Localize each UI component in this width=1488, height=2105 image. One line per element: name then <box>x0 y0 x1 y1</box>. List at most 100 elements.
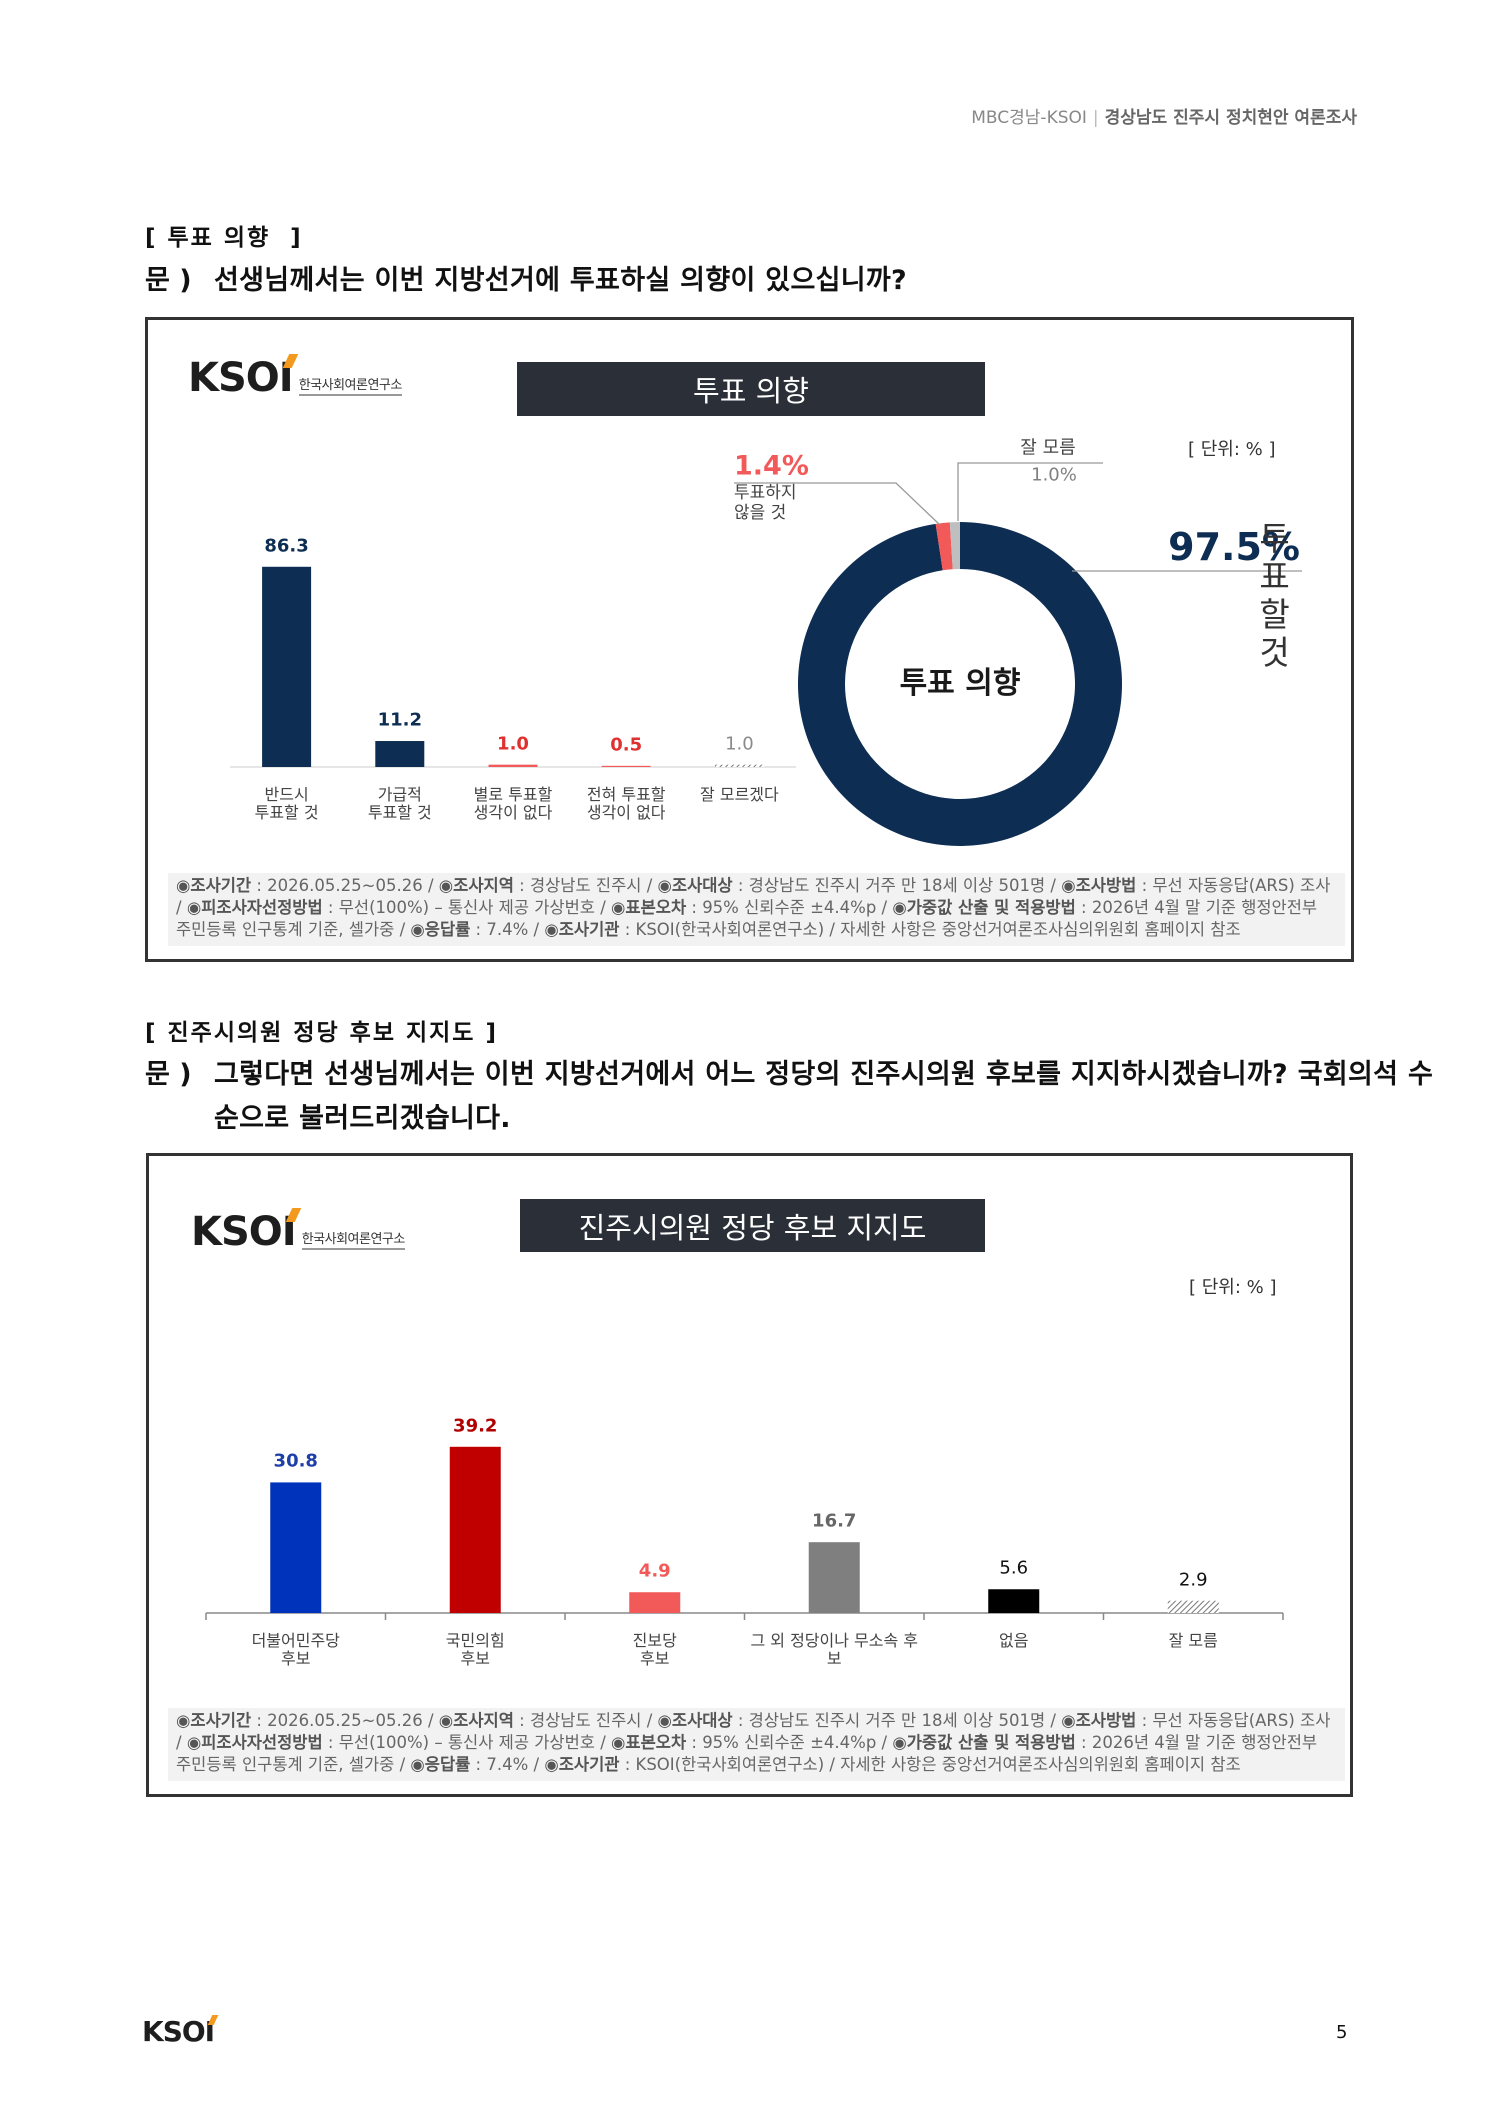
footnote-text: : 7.4% / <box>470 1755 545 1774</box>
category-label: 잘 모름 <box>1020 437 1076 459</box>
value-label: 30.8 <box>273 1451 318 1473</box>
logo: KSOI 한국사회여론연구소 <box>188 358 402 398</box>
value-label: 2.9 <box>1178 1569 1208 1591</box>
header-divider: | <box>1092 108 1099 128</box>
category-label: 별로 투표할 생각이 없다 <box>473 785 553 823</box>
bar <box>488 764 538 767</box>
leader-line <box>734 482 941 526</box>
bar <box>375 741 425 767</box>
value-label: 39.2 <box>453 1415 498 1437</box>
leader-line <box>957 462 1103 521</box>
value-label: 1.0% <box>1031 464 1077 486</box>
footnote-text: : 2026년 4월 말 기준 행정안전부 주민등록 인구통계 기준, 셀가중 … <box>176 1733 1323 1774</box>
logo-mark: KSOI <box>191 1209 297 1255</box>
footnote-label: ◉표본오차 <box>611 898 687 917</box>
chart-canvas <box>205 1446 1284 1620</box>
page-header: MBC경남-KSOI | 경상남도 진주시 정치현안 여론조사 <box>971 103 1357 128</box>
footnote-label: ◉조사기간 <box>176 1711 252 1730</box>
category-label: 그 외 정당이나 무소속 후 보 <box>750 1631 919 1669</box>
value-label: 1.4% <box>734 450 809 482</box>
footnote-text: : 2026년 4월 말 기준 행정안전부 주민등록 인구통계 기준, 셀가중 … <box>176 898 1323 939</box>
footnote-text: : 무선(100%) – 통신사 제공 가상번호 / <box>322 1733 612 1752</box>
category-label: 잘 모름 <box>1168 1631 1218 1650</box>
footnote-text: : 무선 자동응답(ARS) 조사 / <box>176 1711 1336 1752</box>
value-label: 86.3 <box>264 535 309 557</box>
footnote-label: ◉조사지역 <box>438 1711 514 1730</box>
chart-title: 투표 의향 <box>517 362 985 416</box>
donut-center-label: 투표 의향 <box>899 665 1021 701</box>
question-text: 순으로 불러드리겠습니다. <box>214 1103 511 1134</box>
value-label: 1.0 <box>725 733 754 755</box>
question-label: 문 ) <box>145 1059 192 1090</box>
logo-mark: KSOI <box>188 355 294 401</box>
bar <box>601 765 651 767</box>
category-label: 전혀 투표할 생각이 없다 <box>586 785 666 823</box>
footnote-label: ◉조사지역 <box>438 876 514 895</box>
chart-panel: KSOI 한국사회여론연구소 투표 의향 [ 단위: % ] ◉조사기간 : 20… <box>145 317 1354 962</box>
header-source: MBC경남-KSOI <box>971 108 1087 128</box>
section-heading: [ 투표 의향 ] <box>145 225 303 251</box>
bar <box>714 764 764 767</box>
footnote-label: ◉표본오차 <box>611 1733 687 1752</box>
footnote-label: ◉조사기간 <box>176 876 252 895</box>
footnote-text: : 2026.05.25~05.26 / <box>251 876 439 895</box>
value-label: 5.6 <box>999 1557 1029 1579</box>
category-label: 투표할 것 <box>1259 519 1290 672</box>
footnote-label: ◉조사기관 <box>544 1755 620 1774</box>
footnote-text: : 경상남도 진주시 거주 만 18세 이상 501명 / <box>732 1711 1062 1730</box>
footnote-label: ◉조사기관 <box>544 920 620 939</box>
value-label: 11.2 <box>377 709 423 731</box>
bar <box>262 566 312 767</box>
bar <box>1167 1600 1219 1613</box>
footnote-text: : KSOI(한국사회여론연구소) / 자세한 사항은 중앙선거여론조사심의위원… <box>619 1755 1241 1774</box>
footnote-label: ◉조사방법 <box>1061 876 1137 895</box>
chart-panel: KSOI 한국사회여론연구소 진주시의원 정당 후보 지지도 [ 단위: % ] … <box>146 1153 1353 1797</box>
footer-logo: KSOI <box>142 2015 215 2048</box>
footnote-label: ◉응답률 <box>410 1755 471 1774</box>
question-text: 그렇다면 선생님께서는 이번 지방선거에서 어느 정당의 진주시의원 후보를 지… <box>214 1059 1434 1090</box>
value-label: 16.7 <box>812 1510 857 1532</box>
logo: KSOI 한국사회여론연구소 <box>191 1212 405 1252</box>
survey-footnote: ◉조사기간 : 2026.05.25~05.26 / ◉조사지역 : 경상남도 … <box>168 1708 1345 1781</box>
category-label: 없음 <box>999 1631 1029 1650</box>
bar <box>988 1589 1040 1613</box>
donut-slice <box>935 522 953 571</box>
question-text: 선생님께서는 이번 지방선거에 투표하실 의향이 있으십니까? <box>214 265 907 296</box>
category-label: 진보당 후보 <box>632 1631 677 1669</box>
header-title: 경상남도 진주시 정치현안 여론조사 <box>1104 108 1357 128</box>
footnote-label: ◉조사대상 <box>657 876 733 895</box>
bar <box>808 1542 860 1613</box>
footnote-text: : 7.4% / <box>470 920 545 939</box>
logo-sub: 한국사회여론연구소 <box>298 374 402 396</box>
footnote-text: : 무선(100%) – 통신사 제공 가상번호 / <box>322 898 612 917</box>
category-label: 잘 모르겠다 <box>700 785 779 804</box>
footnote-text: : KSOI(한국사회여론연구소) / 자세한 사항은 중앙선거여론조사심의위원… <box>619 920 1241 939</box>
footnote-text: : 무선 자동응답(ARS) 조사 / <box>176 876 1336 917</box>
footnote-label: ◉응답률 <box>410 920 471 939</box>
logo-mark: KSOI <box>142 2015 215 2048</box>
unit-label: [ 단위: % ] <box>1188 439 1276 460</box>
section-heading: [ 진주시의원 정당 후보 지지도 ] <box>145 1020 498 1046</box>
bar <box>629 1592 681 1613</box>
bar <box>449 1446 501 1613</box>
footnote-label: ◉가중값 산출 및 적용방법 <box>892 1733 1076 1752</box>
category-label: 투표하지 않을 것 <box>734 483 797 523</box>
footnote-text: : 95% 신뢰수준 ±4.4%p / <box>686 898 893 917</box>
footnote-text: : 경상남도 진주시 거주 만 18세 이상 501명 / <box>732 876 1062 895</box>
value-label: 1.0 <box>497 733 529 755</box>
page-number: 5 <box>1336 2022 1348 2043</box>
unit-label: [ 단위: % ] <box>1189 1277 1277 1298</box>
footnote-text: : 경상남도 진주시 / <box>513 876 658 895</box>
footnote-label: ◉조사방법 <box>1061 1711 1137 1730</box>
survey-footnote: ◉조사기간 : 2026.05.25~05.26 / ◉조사지역 : 경상남도 … <box>168 873 1345 946</box>
chart-title: 진주시의원 정당 후보 지지도 <box>520 1199 985 1252</box>
footnote-text: : 95% 신뢰수준 ±4.4%p / <box>686 1733 893 1752</box>
question-label: 문 ) <box>145 265 192 296</box>
footnote-label: ◉가중값 산출 및 적용방법 <box>892 898 1076 917</box>
logo-sub: 한국사회여론연구소 <box>301 1228 405 1250</box>
footnote-label: ◉피조사자선정방법 <box>186 1733 323 1752</box>
bar <box>270 1482 322 1613</box>
category-label: 국민의힘 후보 <box>445 1631 505 1669</box>
value-label: 4.9 <box>638 1560 671 1582</box>
